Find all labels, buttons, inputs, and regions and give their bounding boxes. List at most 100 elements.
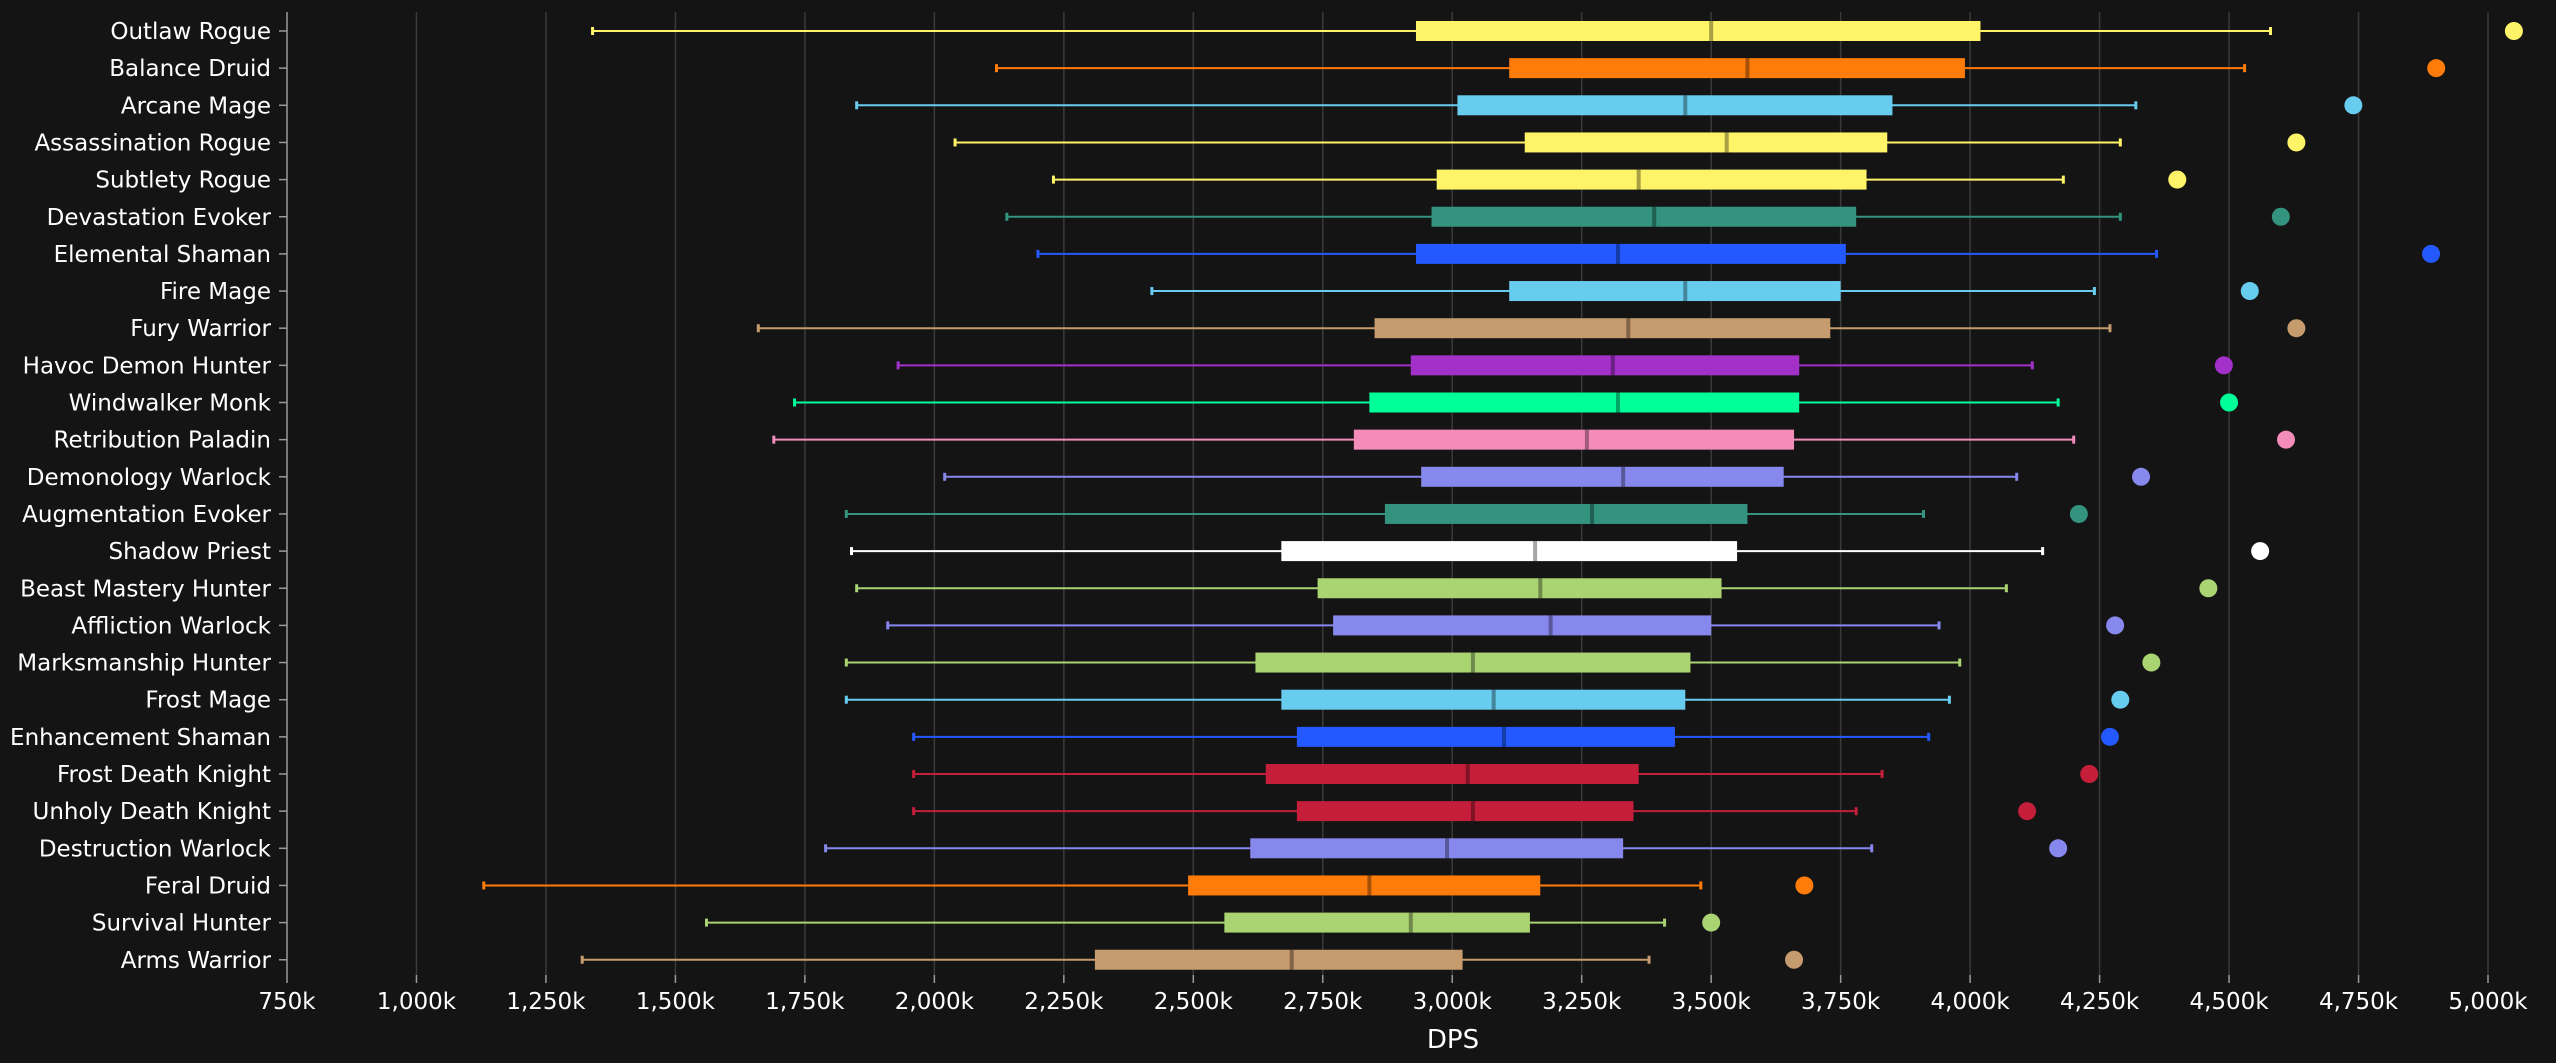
box-plot-row	[1005, 206, 2290, 227]
outlier-point	[2220, 393, 2239, 412]
box-plot-row	[704, 912, 1721, 933]
outlier-point	[2049, 839, 2068, 858]
box-plot-row	[1051, 169, 2187, 190]
category-label: Marksmanship Hunter	[17, 651, 271, 677]
outlier-point	[1785, 950, 1804, 969]
box-plot-row	[994, 58, 2446, 79]
outlier-point	[2069, 504, 2088, 523]
category-label: Survival Hunter	[92, 911, 272, 937]
category-label: Arms Warrior	[121, 948, 272, 974]
outlier-point	[2132, 467, 2151, 486]
outlier-point	[2018, 802, 2037, 821]
iqr-box	[1224, 912, 1530, 933]
box-plot-row	[482, 875, 1814, 896]
box-plot-row	[896, 355, 2233, 376]
iqr-box	[1431, 206, 1857, 227]
category-label: Assassination Rogue	[34, 130, 271, 156]
x-tick-label: 3,250k	[1542, 989, 1622, 1015]
chart-axes	[279, 12, 2489, 983]
x-tick-label: 4,500k	[2189, 989, 2269, 1015]
box-plot-row	[886, 615, 2125, 636]
category-label: Subtlety Rogue	[95, 168, 271, 194]
outlier-point	[2422, 244, 2441, 263]
iqr-box	[1255, 652, 1691, 673]
box-plot-row	[912, 801, 2037, 822]
category-label: Affliction Warlock	[71, 613, 271, 639]
category-label: Frost Death Knight	[57, 762, 271, 788]
category-label: Unholy Death Knight	[33, 799, 271, 825]
category-label: Beast Mastery Hunter	[20, 576, 271, 602]
category-label: Elemental Shaman	[54, 242, 271, 268]
box-plot-row	[824, 838, 2068, 859]
x-tick-label: 1,250k	[506, 989, 586, 1015]
outlier-point	[2240, 282, 2259, 301]
outlier-point	[2142, 653, 2161, 672]
x-tick-label: 1,500k	[636, 989, 716, 1015]
category-label: Frost Mage	[145, 688, 271, 714]
x-tick-label: 4,000k	[1931, 989, 2011, 1015]
x-tick-label: 4,250k	[2060, 989, 2140, 1015]
category-label: Devastation Evoker	[47, 205, 272, 231]
outlier-point	[2214, 356, 2233, 375]
category-label: Havoc Demon Hunter	[23, 353, 272, 379]
iqr-box	[1317, 578, 1722, 599]
outlier-point	[2106, 616, 2125, 635]
iqr-box	[1296, 726, 1675, 747]
iqr-box	[1384, 503, 1748, 524]
iqr-box	[1281, 541, 1738, 562]
box-plot-row	[793, 392, 2239, 413]
box-plot-row	[772, 429, 2296, 450]
category-label: Shadow Priest	[108, 539, 271, 565]
x-axis-title: DPS	[1427, 1025, 1479, 1055]
iqr-box	[1250, 838, 1624, 859]
outlier-point	[1702, 913, 1721, 932]
category-label: Balance Druid	[109, 56, 271, 82]
box-plot-row	[844, 652, 2161, 673]
category-label: Enhancement Shaman	[10, 725, 271, 751]
iqr-box	[1281, 689, 1686, 710]
iqr-box	[1415, 243, 1846, 264]
box-plot-row	[1150, 281, 2259, 302]
category-label: Fire Mage	[160, 279, 271, 305]
box-plot-row	[953, 132, 2306, 153]
box-plot-row	[591, 21, 2523, 41]
box-plot-row	[844, 503, 2088, 524]
category-label: Demonology Warlock	[27, 465, 272, 491]
outlier-point	[2344, 96, 2363, 115]
category-label: Windwalker Monk	[69, 391, 272, 417]
box-plot-row	[1036, 243, 2441, 264]
box-plot-row	[580, 949, 1804, 970]
x-tick-label: 2,500k	[1154, 989, 1234, 1015]
x-tick-label: 5,000k	[2448, 989, 2528, 1015]
box-plot-row	[912, 764, 2099, 784]
outlier-point	[1795, 876, 1814, 895]
box-plot-row	[849, 541, 2270, 562]
iqr-box	[1457, 95, 1893, 116]
x-tick-label: 3,000k	[1413, 989, 1493, 1015]
category-labels: Outlaw Rogue Balance Druid Arcane Mage Assa…	[10, 19, 272, 974]
x-tick-label: 2,250k	[1024, 989, 1104, 1015]
category-label: Arcane Mage	[121, 93, 271, 119]
iqr-box	[1524, 132, 1888, 153]
iqr-box	[1509, 281, 1841, 302]
x-tick-label: 2,750k	[1283, 989, 1363, 1015]
iqr-box	[1353, 429, 1795, 450]
iqr-box	[1374, 318, 1831, 339]
outlier-point	[2271, 207, 2290, 226]
category-label: Augmentation Evoker	[22, 502, 271, 528]
outlier-point	[2427, 59, 2446, 78]
iqr-box	[1509, 58, 1965, 79]
iqr-box	[1436, 169, 1867, 190]
category-label: Destruction Warlock	[39, 836, 272, 862]
box-plot-series	[482, 21, 2523, 970]
iqr-box	[1296, 801, 1634, 822]
outlier-point	[2100, 727, 2119, 746]
x-tick-labels: 750k 1,000k 1,250k 1,500k 1,750k 2,000k 2,250k…	[258, 989, 2528, 1015]
box-plot-row	[855, 95, 2363, 116]
category-label: Feral Druid	[145, 873, 271, 899]
outlier-point	[2504, 22, 2523, 40]
iqr-box	[1333, 615, 1712, 636]
iqr-box	[1415, 21, 1981, 41]
iqr-box	[1410, 355, 1800, 376]
